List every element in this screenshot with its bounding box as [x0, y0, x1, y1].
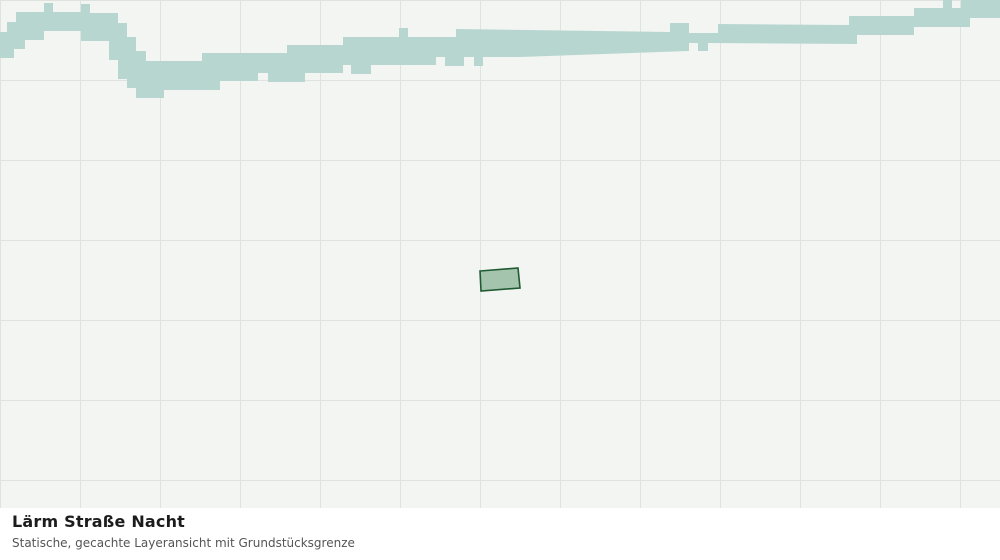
map-subtitle: Statische, gecachte Layeransicht mit Gru… [12, 536, 355, 550]
map-view [0, 0, 1000, 508]
map-title: Lärm Straße Nacht [12, 512, 186, 531]
noise-band [0, 0, 1000, 98]
caption: Lärm Straße Nacht Statische, gecachte La… [12, 512, 992, 550]
parcel-boundary [479, 267, 521, 292]
